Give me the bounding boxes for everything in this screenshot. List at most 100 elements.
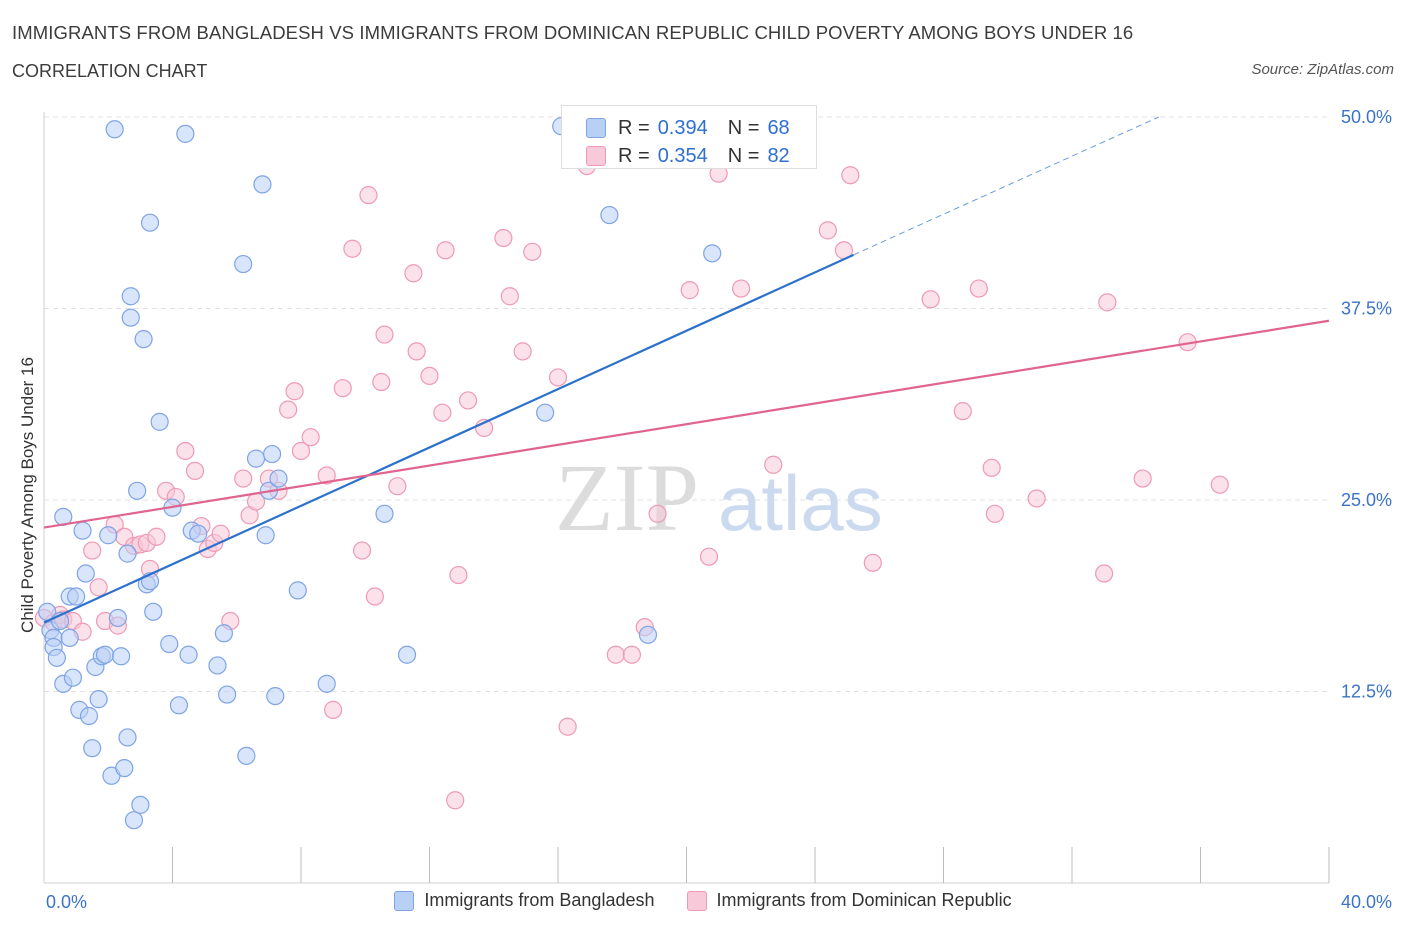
- scatter-point: [269, 469, 288, 488]
- scatter-point: [638, 625, 658, 644]
- scatter-point: [548, 368, 568, 387]
- scatter-point: [99, 526, 118, 545]
- scatter-point: [333, 379, 352, 398]
- legend-item-bangladesh[interactable]: Immigrants from Bangladesh: [394, 890, 655, 911]
- scatter-point: [79, 706, 99, 726]
- scatter-point: [359, 186, 378, 205]
- scatter-point: [131, 795, 150, 814]
- x-tick-label: 40.0%: [1341, 892, 1392, 912]
- legend: Immigrants from Bangladesh Immigrants fr…: [0, 890, 1406, 911]
- scatter-point: [1027, 489, 1046, 508]
- scatter-point: [63, 668, 83, 687]
- scatter-point: [83, 739, 102, 758]
- watermark-atlas: atlas: [718, 459, 883, 547]
- scatter-point: [285, 382, 304, 401]
- scatter-point: [108, 608, 127, 628]
- scatter-point: [982, 458, 1001, 477]
- scatter-point: [397, 645, 417, 664]
- stats-r-label: R =: [618, 144, 650, 167]
- legend-label-dominican: Immigrants from Dominican Republic: [716, 890, 1012, 910]
- scatter-point: [160, 634, 179, 654]
- stats-box: R = 0.394 N = 68 R = 0.354 N = 82: [561, 105, 817, 169]
- scatter-point: [124, 811, 144, 830]
- legend-swatch-bangladesh: [394, 890, 415, 911]
- scatter-point: [83, 541, 102, 560]
- scatter-point: [234, 254, 253, 274]
- scatter-point: [291, 441, 311, 461]
- scatter-point: [436, 241, 455, 260]
- scatter-point: [185, 461, 205, 480]
- scatter-point: [449, 565, 468, 585]
- scatter-point: [699, 547, 719, 566]
- scatter-point: [513, 342, 532, 361]
- scatter-point: [494, 228, 513, 248]
- y-tick-label: 12.5%: [1341, 682, 1392, 702]
- scatter-point: [169, 696, 189, 715]
- stats-r-label: R =: [618, 116, 650, 139]
- scatter-point: [115, 758, 134, 778]
- tick-labels: 12.5% 25.0% 37.5% 50.0% 0.0% 40.0%: [46, 107, 1392, 912]
- scatter-point: [953, 402, 972, 421]
- scatter-point: [95, 645, 115, 664]
- scatter-point: [732, 279, 751, 298]
- scatter-point: [921, 290, 940, 309]
- scatter-point: [105, 120, 124, 139]
- scatter-point: [121, 287, 140, 306]
- scatter-point: [1133, 469, 1152, 488]
- scatter-point: [375, 325, 394, 344]
- scatter-point: [818, 221, 837, 240]
- scatter-point: [134, 330, 153, 349]
- scatter-point: [208, 656, 227, 675]
- chart-subtitle: CORRELATION CHART: [12, 61, 208, 81]
- legend-item-dominican[interactable]: Immigrants from Dominican Republic: [686, 890, 1012, 911]
- watermark-zip: ZIP: [555, 444, 699, 551]
- stats-n-value: 82: [767, 144, 790, 167]
- scatter-point: [433, 403, 452, 422]
- scatter-point: [147, 527, 166, 546]
- scatter-point: [89, 578, 108, 597]
- legend-swatch-dominican: [686, 890, 707, 911]
- scatter-point: [144, 602, 163, 621]
- scatter-point: [372, 372, 391, 392]
- scatter-point: [301, 428, 320, 447]
- scatter-point: [140, 213, 160, 232]
- scatter-point: [600, 205, 619, 225]
- trend-line-dominican: [43, 319, 1330, 529]
- scatter-point: [256, 526, 275, 545]
- scatter-point: [121, 308, 140, 327]
- stats-n-value: 68: [767, 116, 790, 139]
- stats-r-value: 0.354: [657, 144, 708, 167]
- stats-n-label: N =: [727, 144, 760, 167]
- scatter-point: [388, 477, 407, 496]
- y-tick-label: 50.0%: [1341, 107, 1392, 127]
- scatter-point: [841, 166, 860, 185]
- scatter-point: [863, 553, 882, 572]
- trend-extension-bangladesh: [853, 116, 1159, 256]
- scatter-point: [420, 366, 439, 386]
- series-bangladesh-points: [38, 117, 722, 830]
- scatter-point: [446, 791, 465, 810]
- scatter-point: [969, 279, 988, 298]
- scatter-point: [118, 544, 137, 563]
- stats-swatch-dominican: [586, 146, 606, 166]
- scatter-point: [176, 124, 195, 143]
- scatter-point: [214, 624, 233, 643]
- scatter-point: [73, 521, 92, 540]
- scatter-point: [1098, 293, 1117, 312]
- stats-row-bangladesh: R = 0.394 N = 68: [586, 114, 790, 142]
- trend-lines: [43, 116, 1330, 624]
- scatter-point: [246, 449, 266, 468]
- scatter-point: [606, 645, 625, 664]
- scatter-point: [189, 524, 208, 543]
- scatter-point: [404, 264, 423, 283]
- scatter-point: [764, 455, 783, 474]
- trend-line-bangladesh: [43, 253, 855, 624]
- scatter-point: [128, 481, 147, 500]
- scatter-point: [317, 674, 336, 693]
- scatter-point: [67, 587, 86, 606]
- scatter-point: [179, 645, 198, 664]
- scatter-point: [262, 444, 282, 464]
- stats-n-label: N =: [727, 116, 760, 139]
- scatter-point: [176, 441, 195, 461]
